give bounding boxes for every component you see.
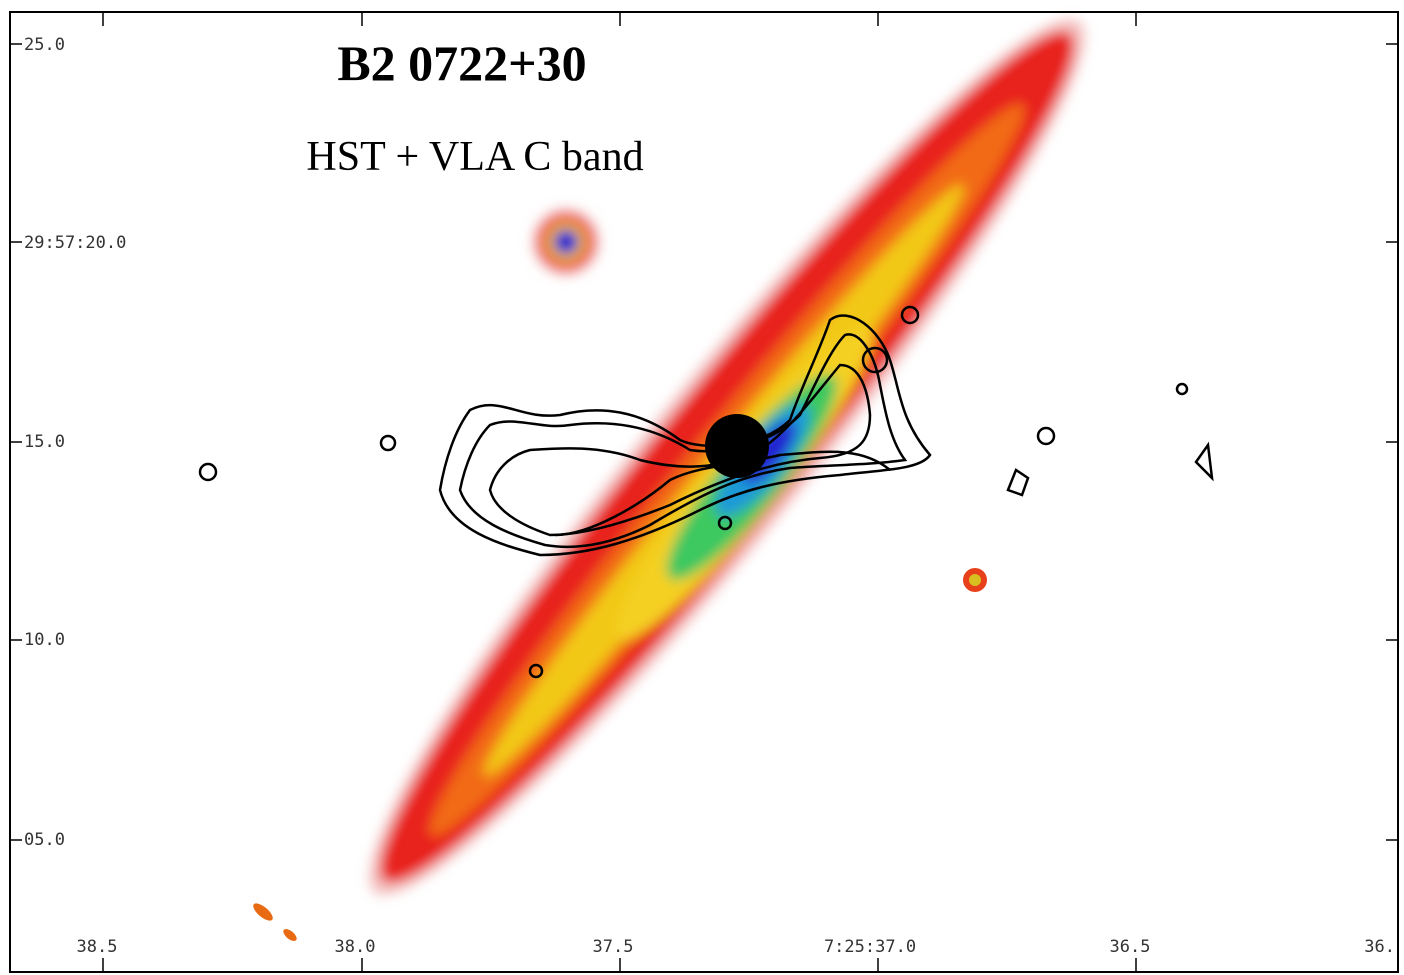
x-tick-label: 36.5 — [1110, 937, 1151, 957]
x-tick-label: 37.5 — [593, 937, 634, 957]
y-tick-label: 15.0 — [24, 432, 65, 452]
y-tick-label: 05.0 — [24, 830, 65, 850]
x-tick-label: 7:25:37.0 — [824, 937, 916, 957]
x-tick-label: 38.0 — [335, 937, 376, 957]
body: B2 0722+30 HST + VLA C band 25.0 29:57:2… — [0, 0, 1404, 975]
y-tick-label: 29:57:20.0 — [24, 233, 126, 253]
x-tick-label: 36. — [1364, 937, 1395, 957]
y-tick-label: 10.0 — [24, 630, 65, 650]
subtitle: HST + VLA C band — [306, 134, 643, 180]
star-small — [963, 568, 987, 592]
star — [532, 208, 600, 276]
y-tick-label: 25.0 — [24, 35, 65, 55]
page: B2 0722+30 {"title": "B2 0722+30", "subt… — [0, 0, 1404, 975]
title: B2 0722+30 — [337, 35, 586, 91]
x-tick-label: 38.5 — [77, 937, 118, 957]
image-frame: B2 0722+30 HST + VLA C band 25.0 29:57:2… — [0, 0, 1404, 975]
